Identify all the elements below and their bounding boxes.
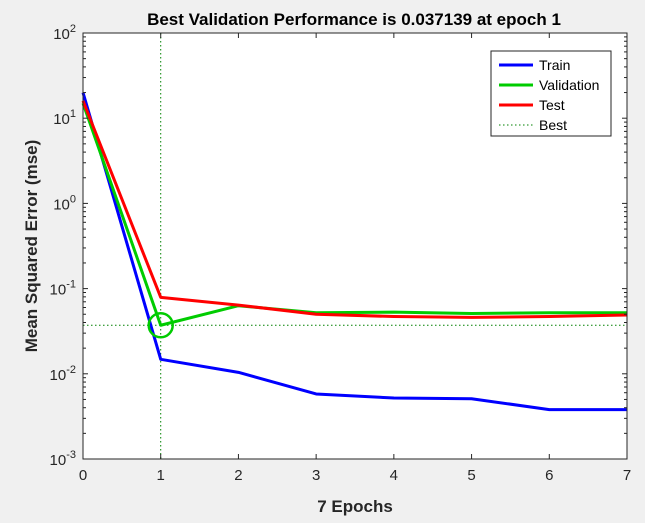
axes-box [82, 32, 628, 460]
x-tick-label: 3 [312, 467, 320, 484]
x-tick-label: 5 [467, 467, 475, 484]
y-tick-label: 102 [53, 23, 76, 43]
y-tick-base: 10 [53, 26, 70, 43]
series-validation-line [81, 102, 627, 327]
chart-title: Best Validation Performance is 0.037139 … [147, 10, 561, 29]
x-tick-label: 2 [234, 467, 242, 484]
x-tick-label: 6 [545, 467, 553, 484]
y-tick-base: 10 [53, 111, 70, 128]
y-tick-exponent: 2 [70, 23, 76, 35]
x-axis-label: 7 Epochs [317, 497, 393, 516]
x-tick-label: 4 [390, 467, 398, 484]
legend-label-train: Train [539, 57, 570, 73]
y-tick-exponent: 0 [70, 193, 76, 205]
y-tick-base: 10 [50, 282, 67, 299]
legend: Train Validation Test Best [490, 50, 612, 137]
y-tick-exponent: 1 [70, 108, 76, 120]
best-point-circle [147, 312, 174, 339]
y-tick-label: 101 [53, 108, 76, 128]
y-tick-label: 10-1 [50, 279, 76, 299]
y-tick-base: 10 [53, 196, 70, 213]
y-tick-base: 10 [50, 367, 67, 384]
y-axis-label: Mean Squared Error (mse) [22, 140, 41, 353]
y-tick-exponent: -1 [66, 279, 76, 291]
y-tick-base: 10 [50, 452, 67, 469]
y-tick-exponent: -2 [66, 364, 76, 376]
series-layer [81, 92, 628, 412]
x-tick-label: 7 [623, 467, 631, 484]
legend-label-validation: Validation [539, 77, 599, 93]
series-train-line [81, 92, 627, 412]
series-test-line [81, 100, 628, 319]
y-tick-exponent: -3 [66, 449, 76, 461]
y-tick-label: 100 [53, 193, 76, 213]
y-tick-label: 10-2 [50, 364, 76, 384]
best-marker-layer [83, 33, 627, 459]
x-tick-label: 0 [79, 467, 87, 484]
legend-label-best: Best [539, 117, 567, 133]
legend-label-test: Test [539, 97, 565, 113]
x-tick-label: 1 [157, 467, 165, 484]
y-tick-label: 10-3 [50, 449, 76, 469]
